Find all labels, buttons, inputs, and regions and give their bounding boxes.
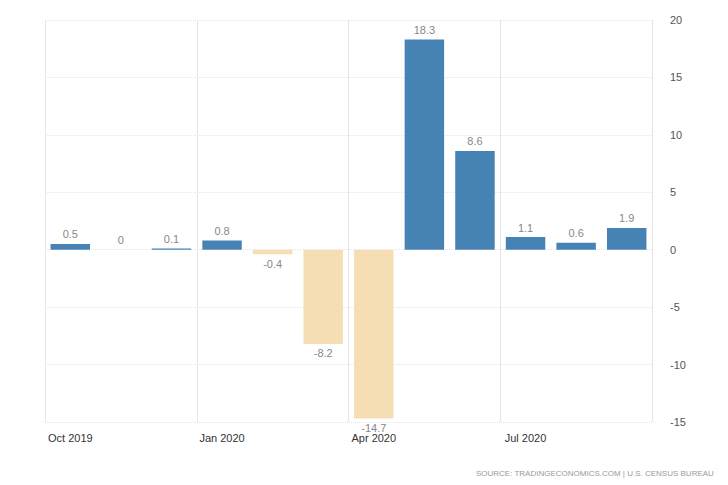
svg-text:5: 5 <box>670 186 676 198</box>
svg-text:0: 0 <box>118 234 124 246</box>
svg-text:-14.7: -14.7 <box>361 422 386 434</box>
svg-text:1.1: 1.1 <box>518 222 533 234</box>
svg-text:-8.2: -8.2 <box>314 347 333 359</box>
svg-text:-0.4: -0.4 <box>263 258 282 270</box>
svg-text:Jan 2020: Jan 2020 <box>199 432 244 444</box>
svg-text:-10: -10 <box>670 359 686 371</box>
svg-text:0.1: 0.1 <box>164 233 179 245</box>
svg-text:0.8: 0.8 <box>214 225 229 237</box>
svg-text:10: 10 <box>670 129 682 141</box>
svg-text:8.6: 8.6 <box>467 135 482 147</box>
svg-text:-15: -15 <box>670 416 686 428</box>
svg-text:1.9: 1.9 <box>619 212 634 224</box>
svg-text:15: 15 <box>670 71 682 83</box>
svg-text:0.5: 0.5 <box>63 228 78 240</box>
svg-text:Apr 2020: Apr 2020 <box>351 431 397 444</box>
svg-text:20: 20 <box>670 14 682 26</box>
svg-text:Oct 2019: Oct 2019 <box>48 432 93 444</box>
svg-text:SOURCE: TRADINGECONOMICS.COM |: SOURCE: TRADINGECONOMICS.COM | U.S. CENS… <box>476 469 714 478</box>
svg-text:Jul 2020: Jul 2020 <box>505 432 547 444</box>
svg-text:18.3: 18.3 <box>414 24 435 36</box>
svg-text:0: 0 <box>670 244 676 256</box>
svg-text:0.6: 0.6 <box>568 227 583 239</box>
svg-text:-5: -5 <box>670 301 680 313</box>
